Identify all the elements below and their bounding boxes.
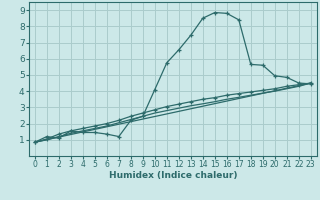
X-axis label: Humidex (Indice chaleur): Humidex (Indice chaleur): [108, 171, 237, 180]
